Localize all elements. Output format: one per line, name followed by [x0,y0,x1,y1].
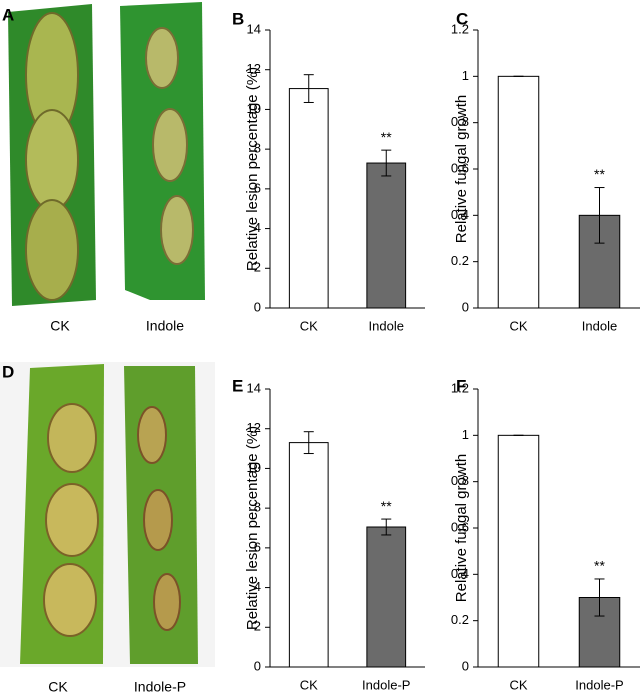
panel-letter: E [232,376,243,395]
y-tick-label: 6 [254,539,261,554]
y-tick-label: 0 [254,299,261,314]
y-tick-label: 0 [254,658,261,673]
lesion [145,27,179,89]
lesion [137,406,167,464]
error-bar [303,74,314,103]
panel-letter: C [456,9,468,28]
y-tick-label: 0.4 [451,566,469,581]
significance-label: ** [594,558,605,574]
x-tick-label: CK [509,318,527,333]
y-tick-label: 0.6 [451,519,469,534]
error-bar [303,431,314,455]
x-tick-label: CK [509,677,527,692]
photo-caption: CK [48,679,68,695]
y-tick-label: 1.2 [451,380,469,395]
y-tick-label: 2 [254,619,261,634]
bar [497,75,540,309]
panel-letter: A [2,5,14,24]
bar [366,526,407,668]
y-tick-label: 1 [462,427,469,442]
x-tick-label: Indole [369,318,404,333]
photo-caption: Indole [146,318,184,334]
panel-letter: B [232,9,244,28]
lesion [152,108,188,182]
x-tick-label: CK [300,318,318,333]
y-tick-label: 0.6 [451,160,469,175]
y-tick-label: 0.8 [451,114,469,129]
significance-label: ** [594,166,605,182]
significance-label: ** [381,498,392,514]
y-tick-label: 4 [254,579,261,594]
error-bar [381,518,392,536]
y-tick-label: 0.8 [451,473,469,488]
photo-caption: CK [50,318,70,334]
y-tick-label: 8 [254,141,261,156]
y-tick-label: 12 [247,420,261,435]
bar [288,442,329,668]
y-axis-label: Relative lesion percentage (%) [244,426,261,630]
lesion [143,489,173,551]
error-bar [381,149,392,177]
y-tick-label: 1 [462,68,469,83]
lesion [43,563,97,637]
y-tick-label: 10 [247,460,261,475]
lesion [25,199,79,301]
y-tick-label: 1.2 [451,21,469,36]
panel-letter: D [2,362,14,381]
y-axis-label: Relative lesion percentage (%) [244,67,261,271]
bar [366,162,407,309]
significance-label: ** [381,129,392,145]
error-bar [594,578,605,617]
y-tick-label: 14 [247,21,261,36]
lesion [47,403,97,473]
y-tick-label: 0.2 [451,612,469,627]
y-tick-label: 14 [247,380,261,395]
y-tick-label: 6 [254,180,261,195]
y-tick-label: 2 [254,260,261,275]
lesion [153,573,181,631]
x-tick-label: Indole-P [575,677,623,692]
photo-caption: Indole-P [134,679,186,695]
y-tick-label: 0 [462,658,469,673]
x-tick-label: Indole [582,318,617,333]
y-axis-label: Relative fungal growth [453,454,470,602]
y-tick-label: 4 [254,220,261,235]
bar [497,434,540,668]
photo-d [0,362,215,667]
y-tick-label: 10 [247,101,261,116]
photo-a [8,2,205,306]
y-tick-label: 0.2 [451,253,469,268]
bar [288,88,329,309]
x-tick-label: Indole-P [362,677,410,692]
y-tick-label: 0.4 [451,207,469,222]
error-bar [594,187,605,244]
panel-letter: F [456,376,466,395]
y-axis-label: Relative fungal growth [453,95,470,243]
y-tick-label: 8 [254,500,261,515]
y-tick-label: 12 [247,61,261,76]
y-tick-label: 0 [462,299,469,314]
x-tick-label: CK [300,677,318,692]
lesion [25,109,79,211]
lesion [160,195,194,265]
lesion [45,483,99,557]
